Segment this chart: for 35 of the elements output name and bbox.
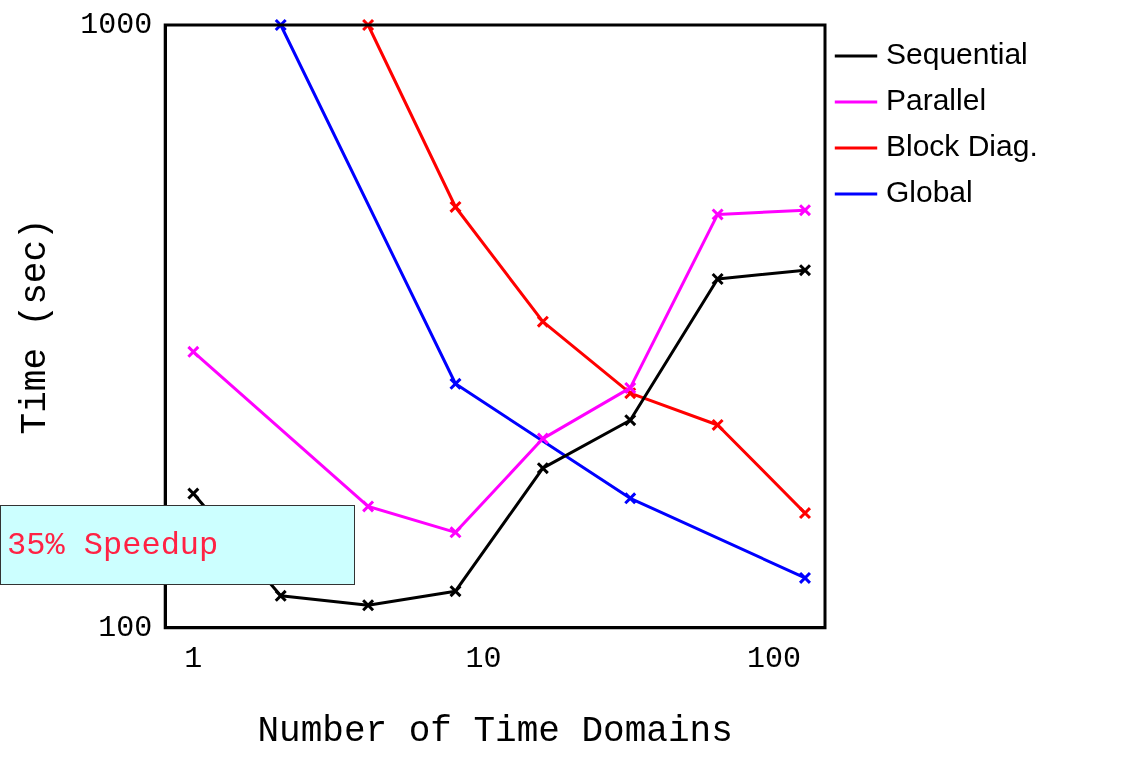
x-axis-title: Number of Time Domains bbox=[257, 710, 733, 752]
point bbox=[361, 499, 375, 513]
x-tick-label: 1 bbox=[184, 641, 203, 676]
point bbox=[186, 345, 200, 359]
point bbox=[798, 263, 812, 277]
point bbox=[361, 18, 375, 32]
point bbox=[623, 381, 637, 395]
point bbox=[536, 461, 550, 475]
y-axis-title: Time (sec) bbox=[15, 218, 57, 435]
legend-label: Global bbox=[886, 175, 973, 209]
legend-label: Block Diag. bbox=[886, 129, 1038, 163]
point bbox=[449, 377, 462, 391]
point bbox=[711, 272, 725, 286]
point bbox=[711, 418, 725, 432]
point bbox=[623, 413, 637, 427]
point bbox=[536, 432, 550, 446]
point bbox=[186, 487, 200, 500]
point bbox=[449, 525, 462, 539]
point bbox=[536, 315, 550, 329]
x-tick-label: 100 bbox=[746, 641, 801, 676]
speedup-callout-box: 35% Speedup bbox=[0, 505, 355, 585]
point bbox=[361, 598, 375, 612]
y-tick-label: 1000 bbox=[80, 7, 153, 42]
point bbox=[449, 584, 462, 598]
point bbox=[711, 207, 725, 221]
point bbox=[274, 18, 288, 32]
legend-label: Parallel bbox=[886, 83, 987, 117]
point bbox=[623, 491, 637, 505]
legend-label: Sequential bbox=[886, 37, 1028, 71]
point bbox=[274, 589, 288, 603]
point bbox=[798, 506, 812, 520]
point bbox=[449, 200, 462, 214]
point bbox=[798, 203, 812, 217]
point bbox=[798, 571, 812, 585]
x-tick-label: 10 bbox=[465, 641, 502, 676]
